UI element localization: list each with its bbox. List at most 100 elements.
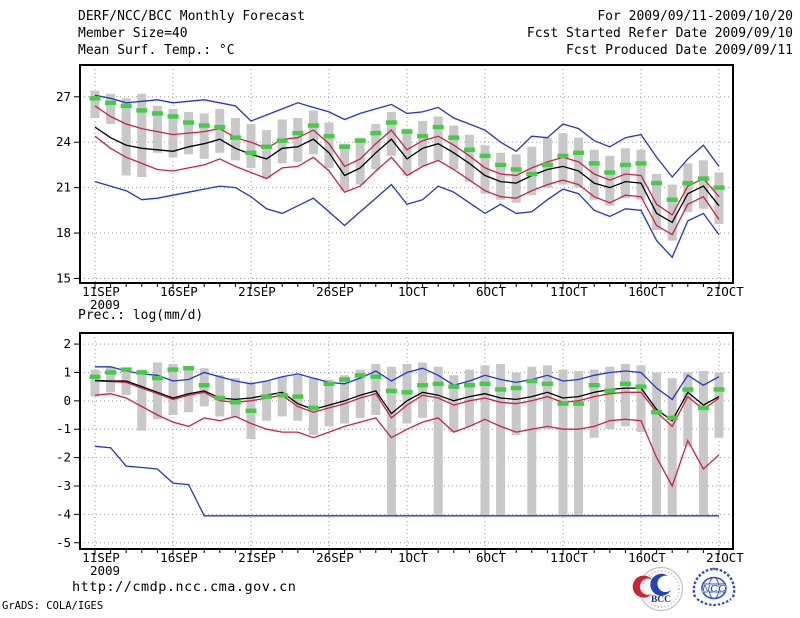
spread-bar	[137, 369, 147, 431]
spread-bar	[558, 369, 568, 516]
ncc-wreath-right-icon	[713, 567, 736, 598]
spread-bar	[386, 111, 396, 156]
spread-bar	[355, 137, 365, 185]
series-climatology-dash	[89, 96, 725, 202]
green-dash-marker	[666, 415, 678, 421]
green-dash-marker	[214, 124, 226, 130]
source-url: http://cmdp.ncc.cma.gov.cn	[72, 579, 297, 595]
green-dash-marker	[229, 135, 241, 140]
y-tick-label: -3	[56, 478, 71, 493]
green-dash-marker	[448, 135, 460, 140]
spread-bar	[308, 110, 318, 155]
y-tick-label: 27	[56, 89, 71, 104]
green-dash-marker	[105, 100, 117, 106]
green-dash-marker	[697, 405, 709, 411]
spread-bar	[589, 149, 599, 200]
green-dash-marker	[573, 150, 585, 156]
spread-bar	[262, 130, 272, 179]
ncc-wreath-left-icon	[692, 567, 715, 598]
refer-date-label: Fcst Started Refer Date 2009/09/10	[526, 26, 793, 41]
green-dash-marker	[635, 384, 647, 389]
green-dash-marker	[261, 144, 273, 149]
spread-bar	[324, 122, 334, 168]
x-tick-label: 6OCT	[476, 284, 507, 299]
green-dash-marker	[151, 375, 163, 381]
x-tick-label: 11SEP	[82, 284, 120, 299]
temp-variable-label: Mean Surf. Temp.: °C	[78, 43, 235, 58]
green-dash-marker	[682, 387, 694, 392]
green-dash-marker	[136, 108, 148, 113]
green-dash-marker	[510, 167, 522, 172]
green-dash-marker	[339, 144, 351, 149]
spread-bar	[355, 369, 365, 418]
green-dash-marker	[323, 133, 335, 139]
green-dash-marker	[401, 390, 413, 395]
spread-bar	[121, 98, 131, 176]
spread-bar	[152, 362, 162, 420]
spread-bar	[464, 369, 474, 427]
green-dash-marker	[370, 374, 382, 379]
x-tick-label: 1OCT	[398, 284, 429, 299]
green-dash-marker	[167, 367, 179, 372]
spread-bar	[152, 105, 162, 153]
green-dash-marker	[479, 153, 491, 159]
axis-ticks	[74, 343, 720, 555]
green-dash-marker	[276, 138, 288, 143]
green-dash-marker	[588, 161, 600, 166]
series-ensemble-mean-black	[94, 126, 720, 224]
green-dash-marker	[198, 383, 210, 388]
spread-bar	[90, 369, 100, 397]
y-tick-label: 18	[56, 225, 71, 240]
spread-bar	[433, 366, 443, 516]
spread-bar	[480, 145, 490, 194]
series-ensemble-min-blue	[94, 180, 720, 259]
x-tick-label: 1OCT	[398, 550, 429, 565]
y-tick-label: 21	[56, 180, 71, 195]
spread-bar	[464, 134, 474, 182]
spread-bar	[698, 371, 708, 516]
green-dash-marker	[448, 384, 460, 389]
x-tick-label: 21SEP	[238, 550, 276, 565]
x-tick-label: 21OCT	[706, 284, 744, 299]
spread-bar	[636, 149, 646, 200]
green-dash-marker	[292, 394, 304, 399]
green-dash-marker	[604, 388, 616, 394]
green-dash-marker	[651, 180, 663, 186]
green-dash-marker	[105, 370, 117, 375]
green-dash-marker	[557, 153, 569, 159]
spread-bar	[480, 365, 490, 516]
green-dash-marker	[604, 170, 616, 175]
bcc-logo: BCC	[632, 566, 684, 612]
y-tick-label: 0	[63, 393, 71, 408]
spread-bar	[714, 172, 724, 224]
ncc-logo-label: NCC	[702, 583, 727, 595]
spread-bar	[496, 152, 506, 200]
x-tick-label: 16SEP	[160, 284, 198, 299]
y-tick-label: -4	[56, 506, 71, 521]
spread-bar	[667, 378, 677, 516]
green-dash-marker	[183, 365, 195, 371]
green-dash-marker	[635, 161, 647, 166]
bcc-logo-label: BCC	[651, 595, 671, 605]
ncc-globe-meridian-icon	[708, 577, 720, 599]
green-dash-marker	[307, 123, 319, 128]
prec-variable-label: Prec.: log(mm/d)	[78, 308, 204, 323]
bcc-ring-text-icon	[642, 570, 680, 608]
green-dash-marker	[229, 400, 241, 405]
spread-bar	[698, 160, 708, 209]
green-dash-marker	[432, 381, 444, 387]
bcc-swirl-blue-icon	[650, 573, 671, 596]
spread-bar	[433, 116, 443, 161]
spread-bar	[340, 375, 350, 424]
series-climatology-dash	[89, 365, 725, 421]
spread-bar	[168, 108, 178, 158]
spread-bar	[636, 365, 646, 433]
spread-bar	[589, 369, 599, 438]
spread-bar	[449, 125, 459, 170]
spread-bar	[371, 124, 381, 170]
series-upper-quartile-red	[94, 105, 720, 216]
x-tick-label: 11OCT	[550, 550, 588, 565]
